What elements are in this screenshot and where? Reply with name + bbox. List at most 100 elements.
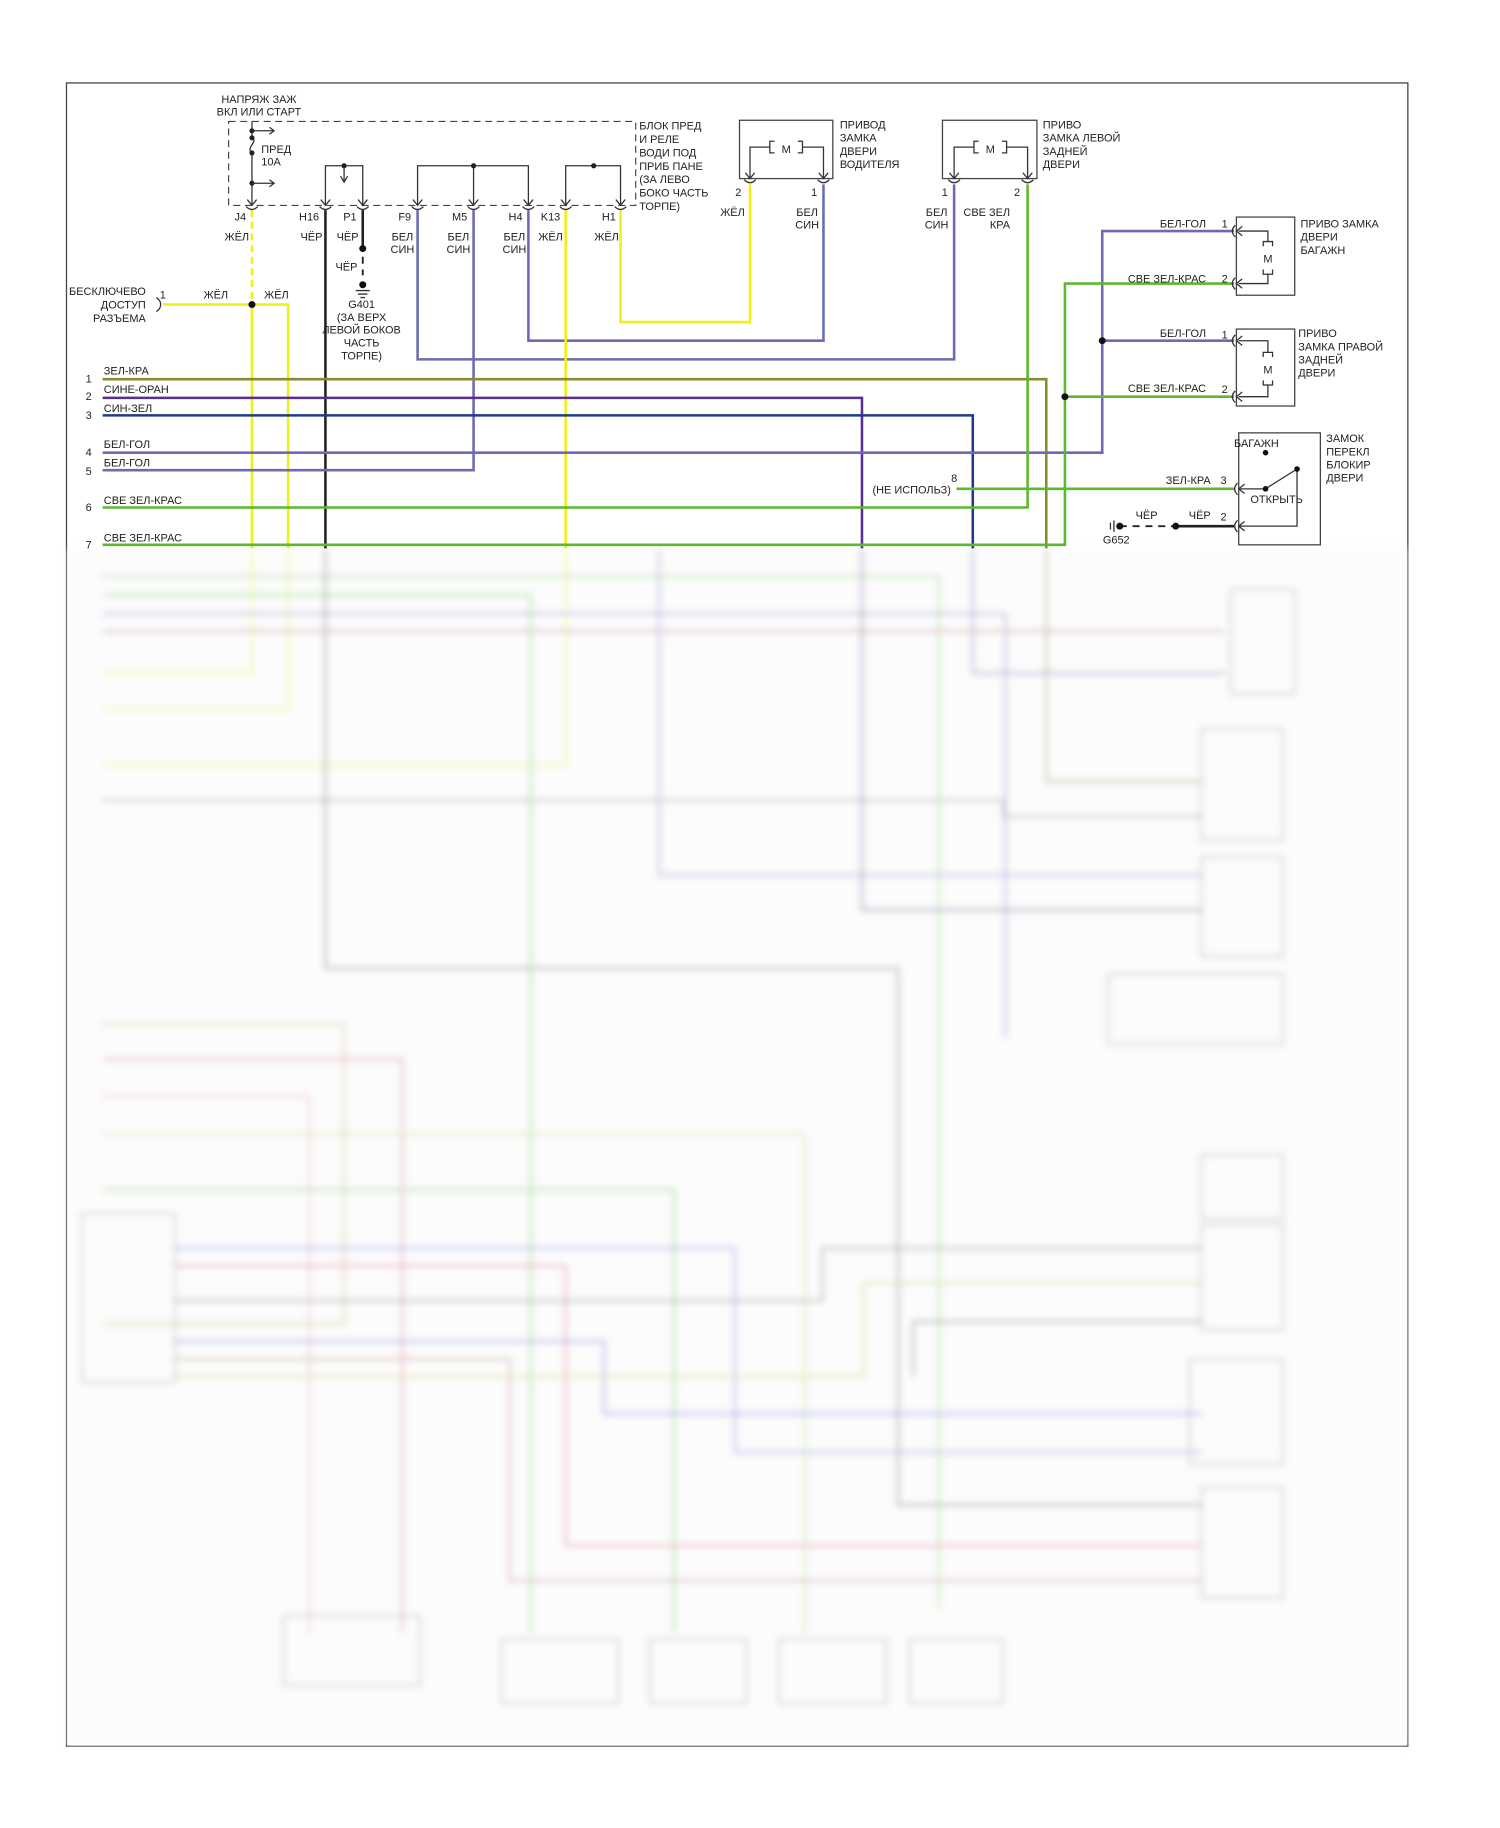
fuse-block-internal-f9-m5-h4: [416, 165, 530, 206]
label-line: СВЕ ЗЕЛ: [963, 207, 1010, 219]
label-line: ПРИБ ПАНЕ: [639, 161, 703, 173]
fuse-block-internal-k13-h1: [565, 165, 622, 206]
label-line: ПРИВОД: [840, 119, 886, 131]
ground-icon: [355, 281, 370, 299]
svg-text:ЧЁР: ЧЁР: [1189, 510, 1211, 522]
svg-text:СВЕ ЗЕЛ-КРАС: СВЕ ЗЕЛ-КРАС: [104, 532, 182, 544]
keyless-connector-label: БЕСКЛЮЧЕВО ДОСТУП РАЗЪЕМА: [69, 286, 146, 325]
pin-id-p1: P1: [343, 212, 356, 224]
label-line: БЛОК ПРЕД: [639, 121, 702, 133]
label-line: БЕЛ: [504, 231, 526, 243]
label-line: ВКЛ ИЛИ СТАРТ: [217, 107, 302, 119]
ground-g401-label: G401 (ЗА ВЕРХ ЛЕВОЙ БОКОВ ЧАСТЬ ТОРПЕ): [322, 299, 401, 362]
label-line: ДОСТУП: [101, 300, 146, 312]
wire-color-j4: ЖЁЛ: [224, 231, 249, 243]
label-line: ЧЁР: [300, 231, 322, 243]
svg-text:СВЕ ЗЕЛ-КРАС: СВЕ ЗЕЛ-КРАС: [1128, 383, 1206, 395]
label-line: ПРИВО: [1043, 119, 1082, 131]
connector-pin-icon: [1231, 334, 1243, 347]
label-line: ТОРПЕ): [639, 201, 680, 213]
label-line: БЕЛ: [448, 231, 470, 243]
svg-text:БЕЛ-ГОЛ: БЕЛ-ГОЛ: [104, 458, 150, 470]
svg-text:2: 2: [735, 187, 741, 199]
wire-keyless: [163, 303, 290, 549]
label-line: НАПРЯЖ ЗАЖ: [221, 94, 296, 106]
connector-pin-icon: [817, 172, 830, 184]
connector-pin-icon: [245, 199, 259, 211]
label-line: БЕЛ: [926, 207, 948, 219]
svg-text:2: 2: [1222, 384, 1228, 396]
svg-text:7: 7: [86, 539, 92, 551]
wire-color-k13: ЖЁЛ: [538, 231, 563, 243]
connector-pin-icon: [411, 199, 424, 211]
label-line: ДВЕРИ: [1326, 473, 1363, 485]
driver-door-lock-actuator: M ПРИВОД ЗАМКА ДВЕРИ ВОДИТЕЛЯ 2 1 ЖЁЛ БЕЛ СИ…: [720, 119, 899, 231]
connector-pin-icon: [1234, 482, 1245, 496]
connector-pin-icon: [1021, 172, 1034, 184]
svg-text:СВЕ ЗЕЛ-КРАС: СВЕ ЗЕЛ-КРАС: [1128, 273, 1206, 285]
label-line: ТОРПЕ): [341, 350, 382, 362]
ground-g652-wire: ЧЁР: [1136, 510, 1158, 522]
svg-text:5: 5: [86, 466, 92, 478]
door-lock-switch: БАГАЖН ОТКРЫТЬ ЗАМОК ПЕРЕКЛ БЛОКИР ДВЕРИ 3 …: [1166, 432, 1371, 546]
connector-pin-icon: [559, 199, 572, 211]
wire-color-h1: ЖЁЛ: [594, 231, 619, 243]
svg-text:СИН-ЗЕЛ: СИН-ЗЕЛ: [104, 403, 152, 415]
svg-text:2: 2: [86, 391, 92, 403]
svg-text:СИНЕ-ОРАН: СИНЕ-ОРАН: [104, 384, 169, 396]
motor-icon: M: [986, 144, 995, 156]
label-line: (ЗА ВЕРХ: [337, 312, 387, 324]
label-line: ПРИВО: [1298, 328, 1337, 340]
connector-pin-icon: [743, 172, 757, 184]
label-line: ВОДИТЕЛЯ: [840, 159, 900, 171]
svg-text:1: 1: [86, 374, 92, 386]
motor-icon: M: [1263, 254, 1272, 266]
connector-pin-icon: [1234, 519, 1245, 533]
label-line: БАГАЖН: [1301, 245, 1346, 257]
label-line: БОКО ЧАСТЬ: [639, 188, 708, 200]
wire-h1: [619, 184, 752, 324]
label-line: ДВЕРИ: [1043, 159, 1080, 171]
unused-pin-label: (НЕ ИСПОЛЬЗ): [872, 485, 950, 497]
connector-pin-icon: [1231, 390, 1243, 403]
label-line: ЗАМКА ПРАВОЙ: [1298, 340, 1383, 353]
label-line: ЗАДНЕЙ: [1298, 354, 1343, 367]
wire-h4: [527, 184, 825, 342]
svg-text:БЕЛ-ГОЛ: БЕЛ-ГОЛ: [1160, 328, 1206, 340]
label-line: БЕЛ: [796, 207, 818, 219]
label-line: БЛОКИР: [1326, 460, 1370, 472]
svg-text:1: 1: [811, 187, 817, 199]
label-line: БЕЛ: [392, 231, 414, 243]
label-line: СИН: [503, 244, 527, 256]
wire-m5: [102, 210, 475, 472]
connector-pin-icon: [356, 199, 370, 211]
connector-pin-icon: [522, 199, 535, 211]
trunk-lock-actuator: M ПРИВО ЗАМКА ДВЕРИ БАГАЖН 1 2 БЕЛ-ГОЛ СВЕ…: [1128, 216, 1380, 296]
label-line: ЧЁР: [337, 231, 359, 243]
label-line: ДВЕРИ: [1298, 368, 1335, 380]
switch-position-trunk: БАГАЖН: [1234, 438, 1279, 450]
harness-wire-3: [102, 414, 975, 549]
keyless-connector-icon: [155, 297, 162, 313]
connector-terminals: [245, 172, 1245, 533]
ground-g652-label: G652: [1103, 535, 1130, 547]
connector-pin-icon: [319, 199, 332, 211]
label-line: ЖЁЛ: [594, 231, 619, 243]
connector-pin-icon: [614, 199, 627, 211]
blurred-lower-diagram: [66, 548, 1408, 1747]
right-rear-door-lock-actuator: M ПРИВО ЗАМКА ПРАВОЙ ЗАДНЕЙ ДВЕРИ 1 2 БЕЛ-Г…: [1128, 328, 1383, 407]
harness-wire-6: [102, 184, 1029, 509]
wire-color-m5: БЕЛ СИН: [447, 231, 471, 256]
svg-text:СВЕ ЗЕЛ-КРАС: СВЕ ЗЕЛ-КРАС: [104, 495, 182, 507]
pin-id-h16: H16: [299, 212, 319, 224]
svg-text:2: 2: [1222, 273, 1228, 285]
fuse-icon: [249, 121, 276, 206]
